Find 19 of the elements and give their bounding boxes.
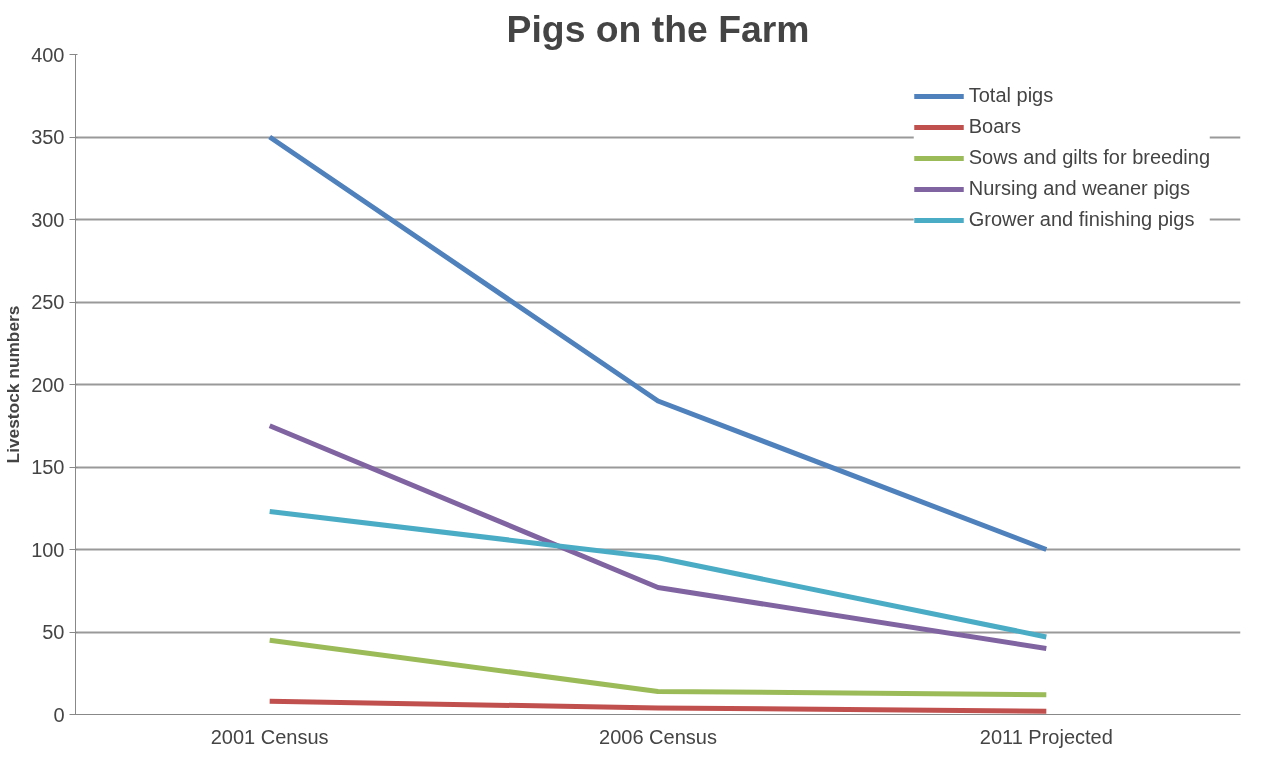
x-tick-label: 2011 Projected [979, 725, 1113, 748]
legend-label: Total pigs [968, 84, 1054, 107]
legend-label: Grower and finishing pigs [968, 208, 1195, 231]
y-tick-label: 400 [31, 43, 65, 66]
x-tick-label: 2001 Census [210, 725, 329, 748]
y-tick-label: 200 [31, 373, 65, 396]
legend-label: Sows and gilts for breeding [968, 146, 1210, 169]
chart-title: Pigs on the Farm [506, 7, 810, 50]
y-tick-label: 0 [53, 703, 65, 726]
y-tick-label: 100 [31, 538, 65, 561]
legend-label: Boars [968, 115, 1021, 138]
x-tick-label: 2006 Census [599, 725, 717, 748]
y-tick-label: 300 [31, 208, 65, 231]
legend-label: Nursing and weaner pigs [968, 177, 1190, 200]
y-tick-label: 250 [31, 291, 65, 313]
y-axis-title: Livestock numbers [3, 305, 24, 464]
y-tick-label: 350 [31, 126, 65, 148]
y-tick-label: 50 [42, 621, 65, 643]
y-tick-label: 150 [31, 456, 65, 478]
